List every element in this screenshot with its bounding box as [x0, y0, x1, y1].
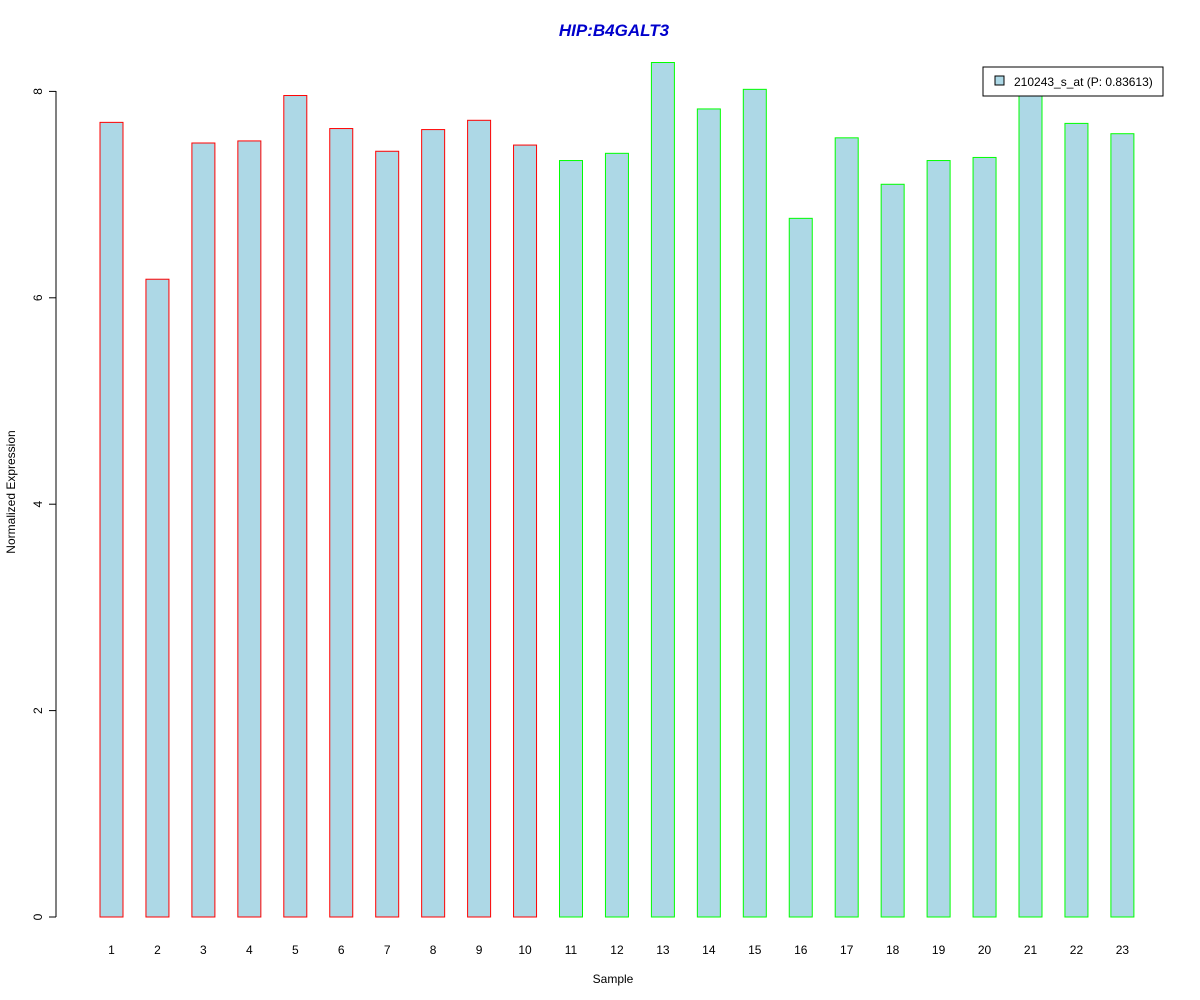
x-tick-label: 3: [200, 943, 207, 957]
x-tick-label: 2: [154, 943, 161, 957]
y-tick-label: 0: [31, 913, 45, 920]
bar-sample-1: [99, 121, 124, 918]
y-tick-label: 2: [31, 707, 45, 714]
x-tick-label: 7: [384, 943, 391, 957]
bar-sample-23: [1110, 133, 1135, 918]
bar-sample-18: [880, 183, 905, 918]
legend-box: [982, 66, 1164, 97]
bar-sample-9: [467, 119, 492, 918]
x-tick-label: 9: [476, 943, 483, 957]
legend: 210243_s_at (P: 0.83613): [982, 66, 1164, 97]
x-tick-label: 13: [656, 943, 670, 957]
x-tick-label: 15: [748, 943, 762, 957]
y-tick-label: 4: [31, 501, 45, 508]
bar-sample-20: [972, 156, 997, 918]
x-tick-label: 23: [1116, 943, 1130, 957]
chart-title: HIP:B4GALT3: [559, 21, 670, 40]
bar-sample-12: [604, 152, 629, 918]
x-tick-label: 4: [246, 943, 253, 957]
bar-sample-3: [191, 142, 216, 918]
bar-sample-6: [329, 128, 354, 918]
x-tick-label: 12: [610, 943, 624, 957]
bar-sample-4: [237, 140, 262, 918]
bar-sample-5: [283, 95, 308, 918]
x-tick-label: 1: [108, 943, 115, 957]
x-tick-label: 20: [978, 943, 992, 957]
bar-sample-13: [650, 62, 675, 918]
bar-sample-17: [834, 137, 859, 918]
bar-sample-11: [559, 160, 583, 918]
bars-group: [99, 62, 1135, 918]
y-tick-label: 6: [31, 294, 45, 301]
bar-sample-22: [1064, 122, 1089, 918]
x-tick-label: 19: [932, 943, 946, 957]
x-tick-label: 21: [1024, 943, 1038, 957]
legend-swatch: [994, 75, 1005, 86]
bar-sample-14: [696, 108, 721, 918]
x-tick-label: 14: [702, 943, 716, 957]
x-tick-label: 11: [565, 943, 578, 957]
x-tick-label: 10: [518, 943, 532, 957]
x-tick-label: 18: [886, 943, 900, 957]
y-axis-ticks: 0 2 4 6 8: [31, 88, 56, 920]
bar-sample-16: [788, 217, 813, 918]
x-tick-label: 22: [1070, 943, 1084, 957]
bar-sample-7: [375, 150, 400, 918]
bar-sample-10: [513, 144, 538, 918]
x-axis-label: Sample: [593, 972, 634, 986]
bar-sample-21: [1018, 93, 1043, 918]
x-tick-label: 8: [430, 943, 437, 957]
x-tick-label: 5: [292, 943, 299, 957]
x-tick-label: 6: [338, 943, 345, 957]
x-tick-label: 17: [840, 943, 854, 957]
y-tick-label: 8: [31, 88, 45, 95]
bar-sample-19: [926, 160, 951, 918]
x-tick-label: 16: [794, 943, 808, 957]
bar-sample-15: [742, 88, 767, 918]
bar-sample-2: [145, 278, 170, 918]
bar-sample-8: [421, 129, 446, 918]
y-axis-label: Normalized Expression: [4, 430, 18, 553]
x-axis-ticks: 1 2 3 4 5 6 7 8 9 10 11 12 13 14 15 16 17 18 19 20 21 22 23: [108, 943, 1129, 957]
legend-label: 210243_s_at (P: 0.83613): [1014, 75, 1153, 89]
